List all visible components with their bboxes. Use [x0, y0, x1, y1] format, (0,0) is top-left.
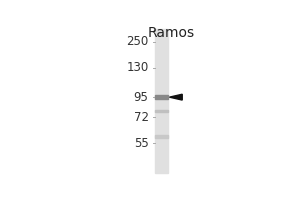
Text: 55: 55: [134, 137, 148, 150]
Text: Ramos: Ramos: [148, 26, 195, 40]
Bar: [155, 29, 168, 173]
Polygon shape: [169, 94, 182, 100]
Bar: [155, 110, 168, 112]
Bar: [155, 95, 168, 99]
Text: 250: 250: [126, 35, 148, 48]
Text: 95: 95: [134, 91, 148, 104]
Bar: [155, 135, 168, 138]
Text: 72: 72: [134, 111, 148, 124]
Text: 130: 130: [126, 61, 148, 74]
